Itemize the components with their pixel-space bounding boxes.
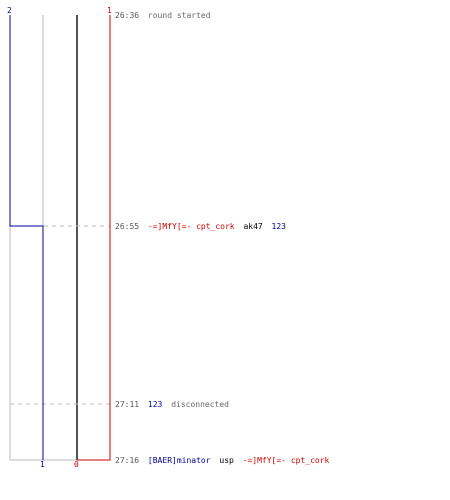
svg-text:26:36 round started: 26:36 round started — [115, 11, 211, 20]
team2-score-top: 2 — [7, 6, 12, 15]
team1-score-bottom: 0 — [74, 460, 79, 469]
killer-name: -=]MfY[=- cpt_cork — [148, 222, 235, 231]
event-row: 27:11 123 disconnected — [115, 400, 229, 409]
killer-name: [BAER]minator — [148, 456, 211, 465]
event-time: 26:36 — [115, 11, 139, 20]
team1-score-top: 1 — [107, 6, 112, 15]
event-row: 26:36 round started — [115, 11, 211, 20]
team1-count-line — [77, 15, 111, 461]
team2-count-line — [9, 15, 44, 460]
team2-score-bottom: 1 — [40, 460, 45, 469]
victim-name: -=]MfY[=- cpt_cork — [243, 456, 330, 465]
event-time: 27:16 — [115, 456, 139, 465]
weapon-name: usp — [219, 456, 234, 465]
weapon-name: ak47 — [243, 222, 262, 231]
event-row: 26:55 -=]MfY[=- cpt_cork ak47 123 — [115, 222, 286, 231]
player-name: 123 — [148, 400, 163, 409]
event-message: disconnected — [171, 400, 229, 409]
svg-text:27:16 [BAER]minator: 27:16 [BAER]minator usp -=]MfY[=- cpt_co… — [115, 456, 330, 465]
victim-name: 123 — [272, 222, 287, 231]
svg-text:26:55 -=]MfY[=- cpt_co: 26:55 -=]MfY[=- cpt_cork ak47 123 — [115, 222, 286, 231]
event-message: round started — [148, 11, 211, 20]
event-row: 27:16 [BAER]minator usp -=]MfY[=- cpt_co… — [115, 456, 330, 465]
event-time: 27:11 — [115, 400, 139, 409]
event-time: 26:55 — [115, 222, 139, 231]
svg-text:27:11 123 disc: 27:11 123 disconnected — [115, 400, 229, 409]
